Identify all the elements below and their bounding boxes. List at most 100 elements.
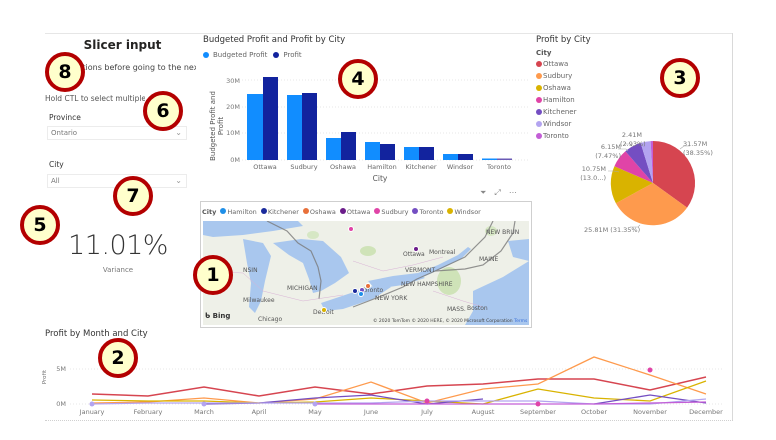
x-label-july: July bbox=[421, 408, 433, 416]
legend-swatch-budgeted bbox=[203, 52, 209, 58]
line-chart-title: Profit by Month and City bbox=[45, 329, 148, 339]
bar-kitchener-profit bbox=[419, 147, 434, 160]
annotation-badge-1: 1 bbox=[193, 255, 233, 295]
more-options-icon[interactable]: ⋯ bbox=[508, 188, 517, 197]
map-marker-sudbury[interactable] bbox=[348, 226, 354, 232]
marker-nov bbox=[647, 367, 653, 373]
map-label-michigan: MICHIGAN bbox=[287, 285, 318, 292]
canvas-bottom-border bbox=[45, 420, 733, 421]
bar-ottawa-profit bbox=[263, 77, 278, 160]
pie-legend-toronto[interactable]: Toronto bbox=[536, 130, 577, 142]
map-terms-link[interactable]: Terms bbox=[514, 319, 528, 324]
bar-toronto-budgeted bbox=[482, 158, 497, 160]
legend-profit[interactable]: Profit bbox=[283, 51, 302, 59]
pie-legend-kitchener[interactable]: Kitchener bbox=[536, 106, 577, 118]
bar-sudbury-budgeted bbox=[287, 95, 302, 160]
multi-select-hint: Hold CTL to select multiple bbox=[45, 94, 145, 103]
bar-windsor-budgeted bbox=[443, 154, 458, 160]
map-marker-oshawa[interactable] bbox=[365, 283, 371, 289]
map-label-wisconsin: NSIN bbox=[243, 267, 258, 274]
bar-chart-title: Budgeted Profit and Profit by City bbox=[203, 35, 346, 45]
pie-legend-oshawa[interactable]: Oshawa bbox=[536, 82, 577, 94]
map-legend-toronto[interactable]: Toronto bbox=[412, 208, 443, 216]
marker-may bbox=[312, 401, 318, 407]
legend-budgeted-profit[interactable]: Budgeted Profit bbox=[213, 51, 268, 59]
map-canvas[interactable]: NEW BRUN MAINE VERMONT NEW HAMPSHIRE NEW… bbox=[203, 221, 529, 325]
x-label-january: January bbox=[79, 408, 105, 416]
x-label-ottawa: Ottawa bbox=[253, 163, 277, 171]
chevron-down-icon: ⌄ bbox=[175, 176, 182, 185]
pie-slice-hamilton bbox=[614, 151, 653, 183]
y-tick-5m: 5M bbox=[56, 365, 66, 373]
line-chart-y-axis-label: Profit bbox=[42, 369, 49, 385]
pie-legend-title: City bbox=[536, 49, 552, 57]
focus-mode-icon[interactable]: ⤢ bbox=[494, 188, 501, 197]
pie-label-windsor: 2.41M (2.93%) bbox=[620, 131, 646, 148]
bing-icon: ᑲ bbox=[205, 312, 213, 320]
map-legend-kitchener[interactable]: Kitchener bbox=[260, 208, 299, 216]
line-chart-plot bbox=[70, 356, 723, 407]
map-marker-ottawa[interactable] bbox=[413, 246, 419, 252]
pie-legend-windsor[interactable]: Windsor bbox=[536, 118, 577, 130]
map-label-toronto: Toronto bbox=[361, 287, 384, 294]
pie-legend-sudbury[interactable]: Sudbury bbox=[536, 70, 577, 82]
pie-slice-sudbury bbox=[615, 183, 688, 226]
marker-jan bbox=[89, 401, 95, 407]
bar-windsor-profit bbox=[458, 154, 473, 160]
bar-chart-x-axis-label: City bbox=[372, 174, 388, 183]
city-value: All bbox=[51, 177, 60, 185]
marker-sep bbox=[535, 401, 541, 407]
map-legend-windsor[interactable]: Windsor bbox=[447, 208, 481, 216]
pie-legend-ottawa[interactable]: Ottawa bbox=[536, 58, 577, 70]
variance-kpi-value: 11.01% bbox=[68, 230, 168, 261]
pie-chart-title: Profit by City bbox=[536, 35, 591, 45]
map-label-new-york: NEW YORK bbox=[375, 295, 408, 302]
map-legend: City Hamilton Kitchener Oshawa Ottawa Su… bbox=[202, 208, 481, 216]
pie-label-oshawa: 10.75M (13.0...) bbox=[580, 165, 606, 182]
x-label-december: December bbox=[689, 408, 723, 416]
bar-ottawa-budgeted bbox=[247, 94, 263, 160]
x-label-november: November bbox=[633, 408, 667, 416]
map-legend-title: City bbox=[202, 208, 217, 216]
y-tick-30m: 30M bbox=[226, 77, 240, 85]
pie-label-sudbury: 25.81M (31.35%) bbox=[584, 226, 641, 234]
annotation-badge-7: 7 bbox=[113, 176, 153, 216]
bar-hamilton-budgeted bbox=[365, 142, 380, 160]
legend-swatch bbox=[536, 73, 542, 79]
x-label-oshawa: Oshawa bbox=[330, 163, 356, 171]
filter-icon[interactable]: ⏷ bbox=[480, 188, 487, 197]
annotation-badge-2: 2 bbox=[98, 338, 138, 378]
map-legend-ottawa[interactable]: Ottawa bbox=[339, 208, 370, 216]
map-label-new-hampshire: NEW HAMPSHIRE bbox=[401, 281, 453, 288]
pie-slice-ottawa bbox=[653, 140, 696, 208]
x-label-hamilton: Hamilton bbox=[367, 163, 397, 171]
pie-slice-toronto bbox=[650, 141, 653, 183]
line-sudbury bbox=[91, 356, 707, 404]
map-legend-oshawa[interactable]: Oshawa bbox=[302, 208, 336, 216]
map-legend-sudbury[interactable]: Sudbury bbox=[374, 208, 408, 216]
x-label-windsor: Windsor bbox=[446, 163, 474, 171]
map-label-montreal: Montreal bbox=[429, 249, 456, 256]
slicer-instruction: ctions before going to the next bbox=[78, 63, 196, 72]
province-dropdown[interactable]: Ontario ⌄ bbox=[47, 126, 187, 140]
chevron-down-icon: ⌄ bbox=[175, 128, 182, 137]
x-label-october: October bbox=[580, 408, 607, 416]
x-label-june: June bbox=[363, 408, 379, 416]
map-label-maine: MAINE bbox=[479, 256, 499, 263]
annotation-badge-5: 5 bbox=[20, 205, 60, 245]
map-legend-hamilton[interactable]: Hamilton bbox=[220, 208, 257, 216]
canvas-top-border bbox=[45, 33, 733, 34]
pie-legend-hamilton[interactable]: Hamilton bbox=[536, 94, 577, 106]
annotation-badge-3: 3 bbox=[660, 58, 700, 98]
map-marker-kitchener[interactable] bbox=[352, 288, 358, 294]
map-label-vermont: VERMONT bbox=[405, 267, 436, 274]
map-label-chicago: Chicago bbox=[258, 316, 283, 323]
map-label-boston: Boston bbox=[467, 305, 488, 312]
legend-swatch bbox=[536, 97, 542, 103]
bar-kitchener-budgeted bbox=[404, 147, 419, 160]
x-label-august: August bbox=[471, 408, 495, 416]
canvas-right-border bbox=[732, 33, 733, 421]
map-marker-hamilton[interactable] bbox=[358, 291, 364, 297]
annotation-badge-8: 8 bbox=[45, 52, 85, 92]
map-marker-windsor[interactable] bbox=[321, 307, 327, 313]
